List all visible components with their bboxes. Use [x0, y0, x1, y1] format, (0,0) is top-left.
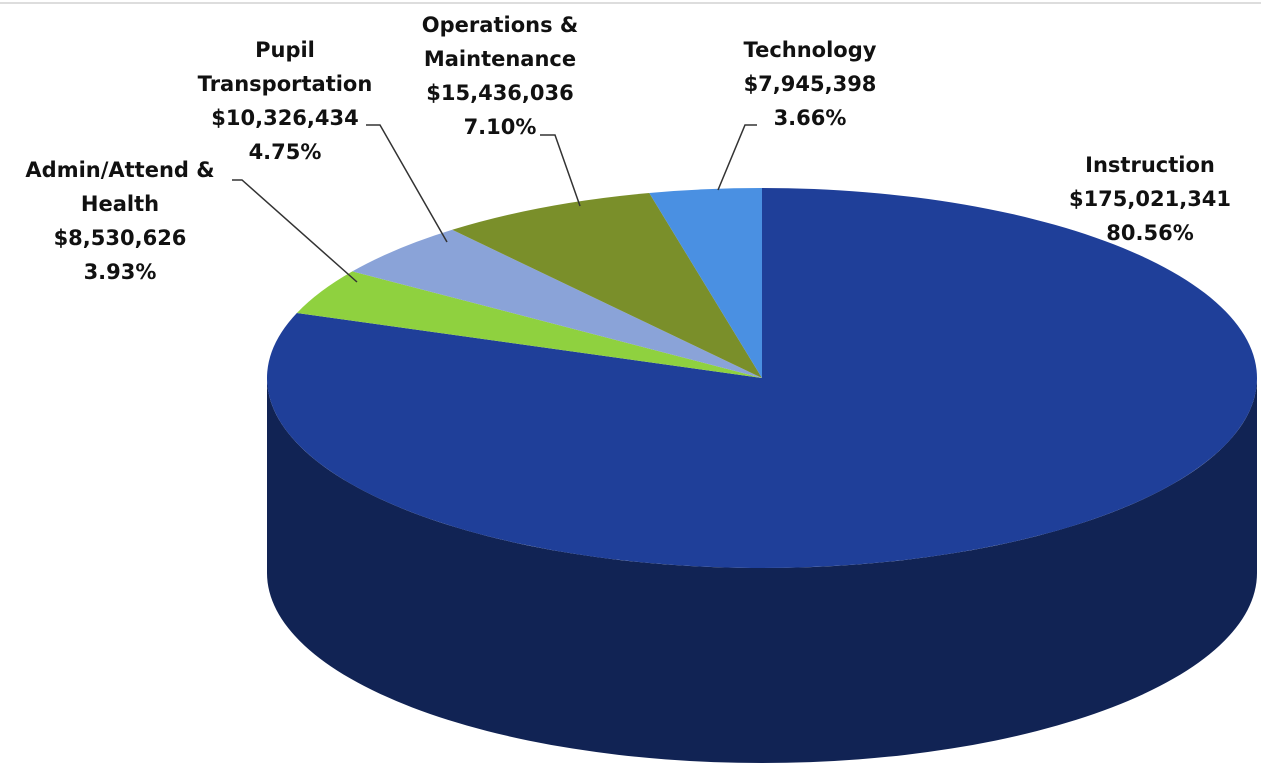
leader-line: [366, 124, 448, 243]
category-label: Operations & Maintenance: [421, 13, 579, 71]
category-label: Technology: [743, 38, 877, 62]
data-label: Pupil Transportation $10,326,434 4.75%: [180, 33, 390, 169]
percent-label: 3.66%: [773, 106, 847, 130]
value-label: $7,945,398: [743, 72, 877, 96]
leader-line: [232, 179, 358, 283]
slice: [352, 229, 762, 378]
data-label: Admin/Attend & Health $8,530,626 3.93%: [0, 153, 240, 289]
value-label: $15,436,036: [426, 81, 574, 105]
slice: [649, 188, 762, 378]
data-label: Operations & Maintenance $15,436,036 7.10%: [390, 8, 610, 144]
category-label: Instruction: [1085, 153, 1215, 177]
leader-line: [540, 134, 581, 207]
value-label: $175,021,341: [1068, 187, 1232, 211]
leader-line: [717, 124, 757, 191]
slice-side: [267, 378, 1257, 763]
slice: [296, 271, 762, 378]
data-label: Instruction $175,021,341 80.56%: [1055, 148, 1245, 250]
percent-label: 3.93%: [83, 260, 157, 284]
data-label: Technology $7,945,398 3.66%: [720, 33, 900, 135]
leader-lines: [232, 124, 757, 283]
percent-label: 80.56%: [1106, 221, 1194, 245]
slices: [266, 188, 1257, 763]
percent-label: 4.75%: [248, 140, 322, 164]
value-label: $8,530,626: [53, 226, 187, 250]
category-label: Admin/Attend & Health: [25, 158, 215, 216]
value-label: $10,326,434: [211, 106, 359, 130]
category-label: Pupil Transportation: [197, 38, 373, 96]
percent-label: 7.10%: [463, 115, 537, 139]
slice: [452, 192, 762, 378]
